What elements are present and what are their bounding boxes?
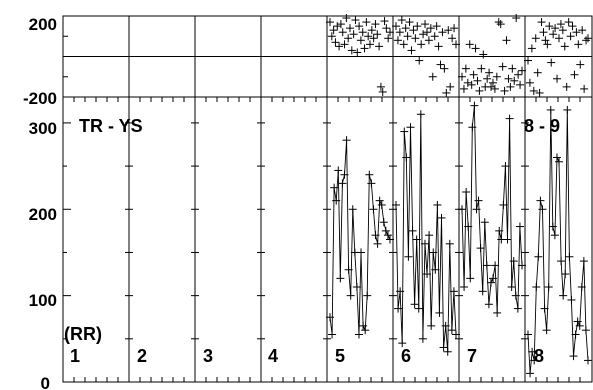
series-line-seg5 — [329, 140, 391, 335]
segment-label-2: 2 — [137, 346, 147, 366]
segment-label-3: 3 — [203, 346, 213, 366]
axis-ticks — [63, 15, 581, 383]
series-line-seg8 — [527, 109, 589, 374]
y-tick-label-200: 200 — [29, 205, 57, 224]
annotation-8-9: 8 - 9 — [524, 116, 560, 136]
segment-label-1: 1 — [70, 346, 80, 366]
y-tick-label-0: 0 — [41, 374, 50, 390]
segment-label-4: 4 — [268, 346, 278, 366]
segment-label-8: 8 — [534, 346, 544, 366]
y-tick-label-top--200: -200 — [23, 89, 57, 108]
series-line-seg6 — [395, 114, 457, 352]
y-tick-label-top-200: 200 — [29, 15, 57, 34]
series-line-seg7 — [461, 105, 523, 313]
segment-label-5: 5 — [335, 346, 345, 366]
segment-label-6: 6 — [401, 346, 411, 366]
segment-label-7: 7 — [467, 346, 477, 366]
y-tick-label-300: 300 — [29, 119, 57, 138]
data-series — [326, 14, 592, 378]
text-labels: 200 -200 300 200 100 0 TR - YS 8 - 9 (RR… — [23, 15, 560, 390]
annotation-rr: (RR) — [64, 324, 102, 344]
annotation-tr-ys: TR - YS — [79, 116, 143, 136]
y-tick-label-100: 100 — [29, 291, 57, 310]
